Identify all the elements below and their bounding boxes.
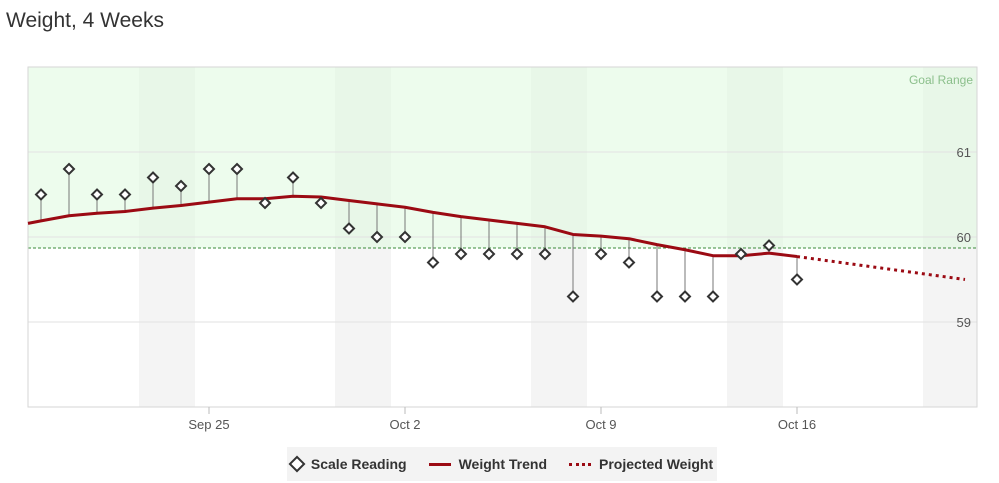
scale-reading-point xyxy=(454,247,468,261)
plot-border xyxy=(27,66,978,408)
x-tick-label: Sep 25 xyxy=(188,417,229,432)
scale-reading-point xyxy=(62,162,76,176)
legend: Scale Reading Weight Trend Projected Wei… xyxy=(287,447,717,481)
scale-reading-point xyxy=(314,196,328,210)
scale-reading-point xyxy=(34,188,48,201)
scale-reading-point xyxy=(286,171,300,184)
y-tick-label: 59 xyxy=(957,315,971,330)
weight-chart: Goal Range 59 60 61 Sep 25 Oct 2 Oct 9 Oct 16 xyxy=(27,66,978,432)
scale-reading-point xyxy=(426,256,440,269)
legend-item-scale-reading[interactable]: Scale Reading xyxy=(288,455,407,473)
goal-range-label: Goal Range xyxy=(909,73,973,87)
scale-reading-point xyxy=(146,171,160,184)
scale-reading-point xyxy=(538,247,552,261)
scale-reading-point xyxy=(230,162,244,176)
scale-reading-point xyxy=(202,162,216,176)
scale-reading-point xyxy=(510,247,524,261)
scale-reading-point xyxy=(734,247,748,261)
weight-trend-line xyxy=(27,194,798,259)
legend-label: Weight Trend xyxy=(458,456,548,472)
scale-reading-point xyxy=(482,247,496,261)
scale-reading-point xyxy=(594,247,608,261)
dotted-line-icon xyxy=(569,462,592,466)
goal-range-area xyxy=(28,67,977,249)
scale-reading-point xyxy=(342,222,356,235)
scale-reading-point xyxy=(706,290,720,303)
scale-reading-point xyxy=(622,256,636,269)
scale-reading-point xyxy=(258,196,272,210)
scale-reading-point xyxy=(370,230,384,244)
y-tick-label: 60 xyxy=(957,230,971,245)
line-icon xyxy=(428,462,451,466)
scale-reading-point xyxy=(762,239,776,252)
scale-reading-point xyxy=(790,273,804,286)
diamond-icon xyxy=(288,455,306,473)
projected-weight-line xyxy=(796,255,966,281)
legend-item-weight-trend[interactable]: Weight Trend xyxy=(428,456,548,472)
x-tick-label: Oct 2 xyxy=(389,417,420,432)
y-tick-label: 61 xyxy=(957,145,971,160)
x-tick-label: Oct 16 xyxy=(778,417,816,432)
scale-reading-point xyxy=(566,290,580,303)
scale-reading-point xyxy=(174,179,188,193)
scale-reading-point xyxy=(118,188,132,201)
legend-label: Scale Reading xyxy=(310,456,407,472)
scale-reading-point xyxy=(90,188,104,201)
scale-reading-point xyxy=(650,290,664,303)
chart-title: Weight, 4 Weeks xyxy=(6,9,164,32)
scale-reading-point xyxy=(678,290,692,303)
x-tick-label: Oct 9 xyxy=(585,417,616,432)
scale-reading-point xyxy=(398,230,412,244)
legend-item-projected-weight[interactable]: Projected Weight xyxy=(569,456,713,472)
legend-label: Projected Weight xyxy=(599,456,714,472)
